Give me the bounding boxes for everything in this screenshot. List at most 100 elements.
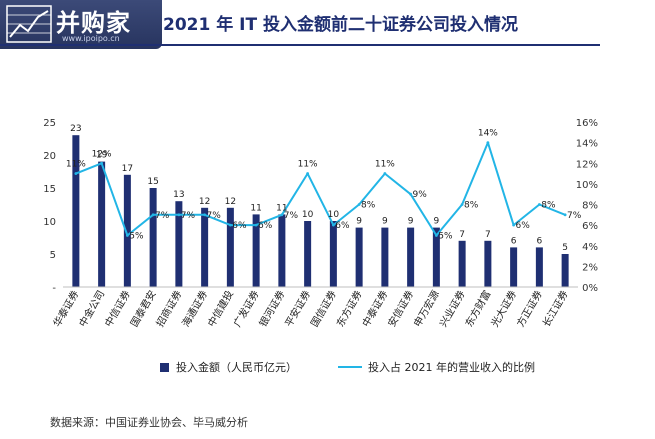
data-source: 数据来源：中国证券业协会、毕马威分析: [50, 416, 248, 429]
y-right-tick-label: 12%: [576, 159, 598, 170]
ratio-point: [486, 141, 490, 145]
y-left-tick-label: 15: [43, 184, 56, 195]
ratio-point: [100, 161, 104, 165]
bar: [98, 161, 106, 287]
line-value-label: 6%: [258, 221, 273, 231]
legend-bar-swatch: [160, 363, 169, 372]
line-value-label: 8%: [541, 201, 556, 211]
line-value-label: 5%: [438, 231, 453, 241]
bar-value-label: 11: [250, 203, 261, 213]
y-right-tick-label: 8%: [582, 201, 598, 212]
y-left-tick-label: 5: [50, 250, 56, 261]
y-left-tick-label: 10: [43, 217, 56, 228]
bar-value-label: 7: [459, 230, 465, 240]
chart-logo-icon: [6, 5, 52, 43]
bar: [278, 214, 286, 287]
bar: [561, 254, 569, 287]
bar: [175, 201, 183, 287]
bar: [535, 247, 543, 287]
bar: [432, 227, 440, 287]
line-value-label: 7%: [206, 211, 221, 221]
line-value-label: 5%: [129, 231, 144, 241]
ratio-point: [434, 234, 438, 237]
bar-value-label: 9: [434, 217, 440, 227]
y-right-tick-label: 2%: [582, 262, 598, 273]
bar: [510, 247, 518, 287]
ratio-point: [331, 223, 335, 227]
line-value-label: 14%: [478, 129, 498, 139]
bar-value-label: 7: [485, 230, 491, 240]
bar-value-label: 13: [173, 190, 184, 200]
bar: [407, 227, 415, 287]
y-left-tick-label: -: [52, 283, 56, 294]
bar-value-label: 12: [225, 197, 236, 207]
ratio-point: [228, 223, 232, 227]
bar-value-label: 5: [562, 243, 568, 253]
legend-bar-label: 投入金额（人民币亿元）: [176, 360, 297, 374]
bar: [329, 221, 337, 287]
line-value-label: 7%: [155, 211, 170, 221]
line-value-label: 12%: [92, 149, 112, 159]
bar: [304, 221, 312, 287]
category-label: 华泰证券: [50, 288, 81, 329]
ratio-point: [125, 234, 129, 237]
ratio-point: [537, 203, 541, 206]
line-value-label: 8%: [464, 201, 479, 211]
bar: [226, 207, 234, 287]
bar: [355, 227, 363, 287]
ratio-point: [74, 172, 78, 175]
ratio-point: [512, 223, 516, 227]
ratio-point: [460, 203, 464, 206]
bar-value-label: 15: [147, 177, 158, 187]
bar: [458, 240, 466, 287]
bar: [72, 135, 80, 287]
bar: [201, 207, 209, 287]
line-value-label: 9%: [412, 190, 427, 200]
ratio-line: [75, 141, 566, 237]
bar-value-label: 17: [122, 164, 133, 174]
ratio-point: [383, 172, 387, 175]
bar: [484, 240, 492, 287]
ratio-point: [177, 213, 181, 217]
y-left-tick-label: 25: [43, 118, 56, 129]
bar-value-label: 6: [537, 236, 543, 246]
title-divider: [0, 44, 600, 46]
legend-line-label: 投入占 2021 年的营业收入的比例: [368, 360, 535, 374]
line-value-label: 7%: [567, 211, 582, 221]
ratio-point: [254, 223, 258, 227]
bar-value-label: 9: [356, 217, 362, 227]
logo-text: 并购家: [56, 9, 131, 37]
bar-value-label: 9: [382, 217, 388, 227]
ratio-point: [280, 213, 284, 217]
bar-value-label: 9: [408, 217, 414, 227]
y-right-tick-label: 6%: [582, 221, 598, 232]
logo-subtext: www.ipoipo.cn: [62, 34, 120, 43]
y-right-tick-label: 10%: [576, 180, 598, 191]
bar: [381, 227, 389, 287]
chart-area: - 5 10 15 20 25 0% 2% 4% 6% 8% 10% 12% 14% 16% 23 19 17 15…: [43, 118, 598, 374]
ratio-point: [151, 213, 155, 217]
y-right-tick-label: 16%: [576, 118, 598, 129]
ratio-point: [409, 192, 413, 196]
bar-value-label: 12: [199, 197, 210, 207]
bar-value-label: 23: [70, 124, 81, 134]
y-left-tick-label: 20: [43, 151, 56, 162]
line-value-label: 7%: [181, 211, 196, 221]
bar-value-label: 19: [96, 151, 108, 161]
bar-value-label: 10: [328, 210, 340, 220]
line-value-label: 8%: [361, 201, 376, 211]
y-right-tick-label: 0%: [582, 283, 598, 294]
bar-value-label: 11: [276, 203, 287, 213]
bar: [123, 174, 131, 287]
line-value-label: 6%: [515, 221, 530, 231]
bar-value-label: 6: [511, 236, 517, 246]
line-value-label: 11%: [375, 160, 395, 170]
line-value-label: 7%: [284, 211, 299, 221]
bar: [149, 188, 157, 287]
ratio-point: [203, 213, 207, 217]
y-right-tick-label: 14%: [576, 139, 598, 150]
site-logo[interactable]: 并购家 www.ipoipo.cn: [0, 0, 162, 49]
line-value-label: 6%: [335, 221, 350, 231]
y-right-tick-label: 4%: [582, 242, 598, 253]
line-value-label: 6%: [232, 221, 247, 231]
